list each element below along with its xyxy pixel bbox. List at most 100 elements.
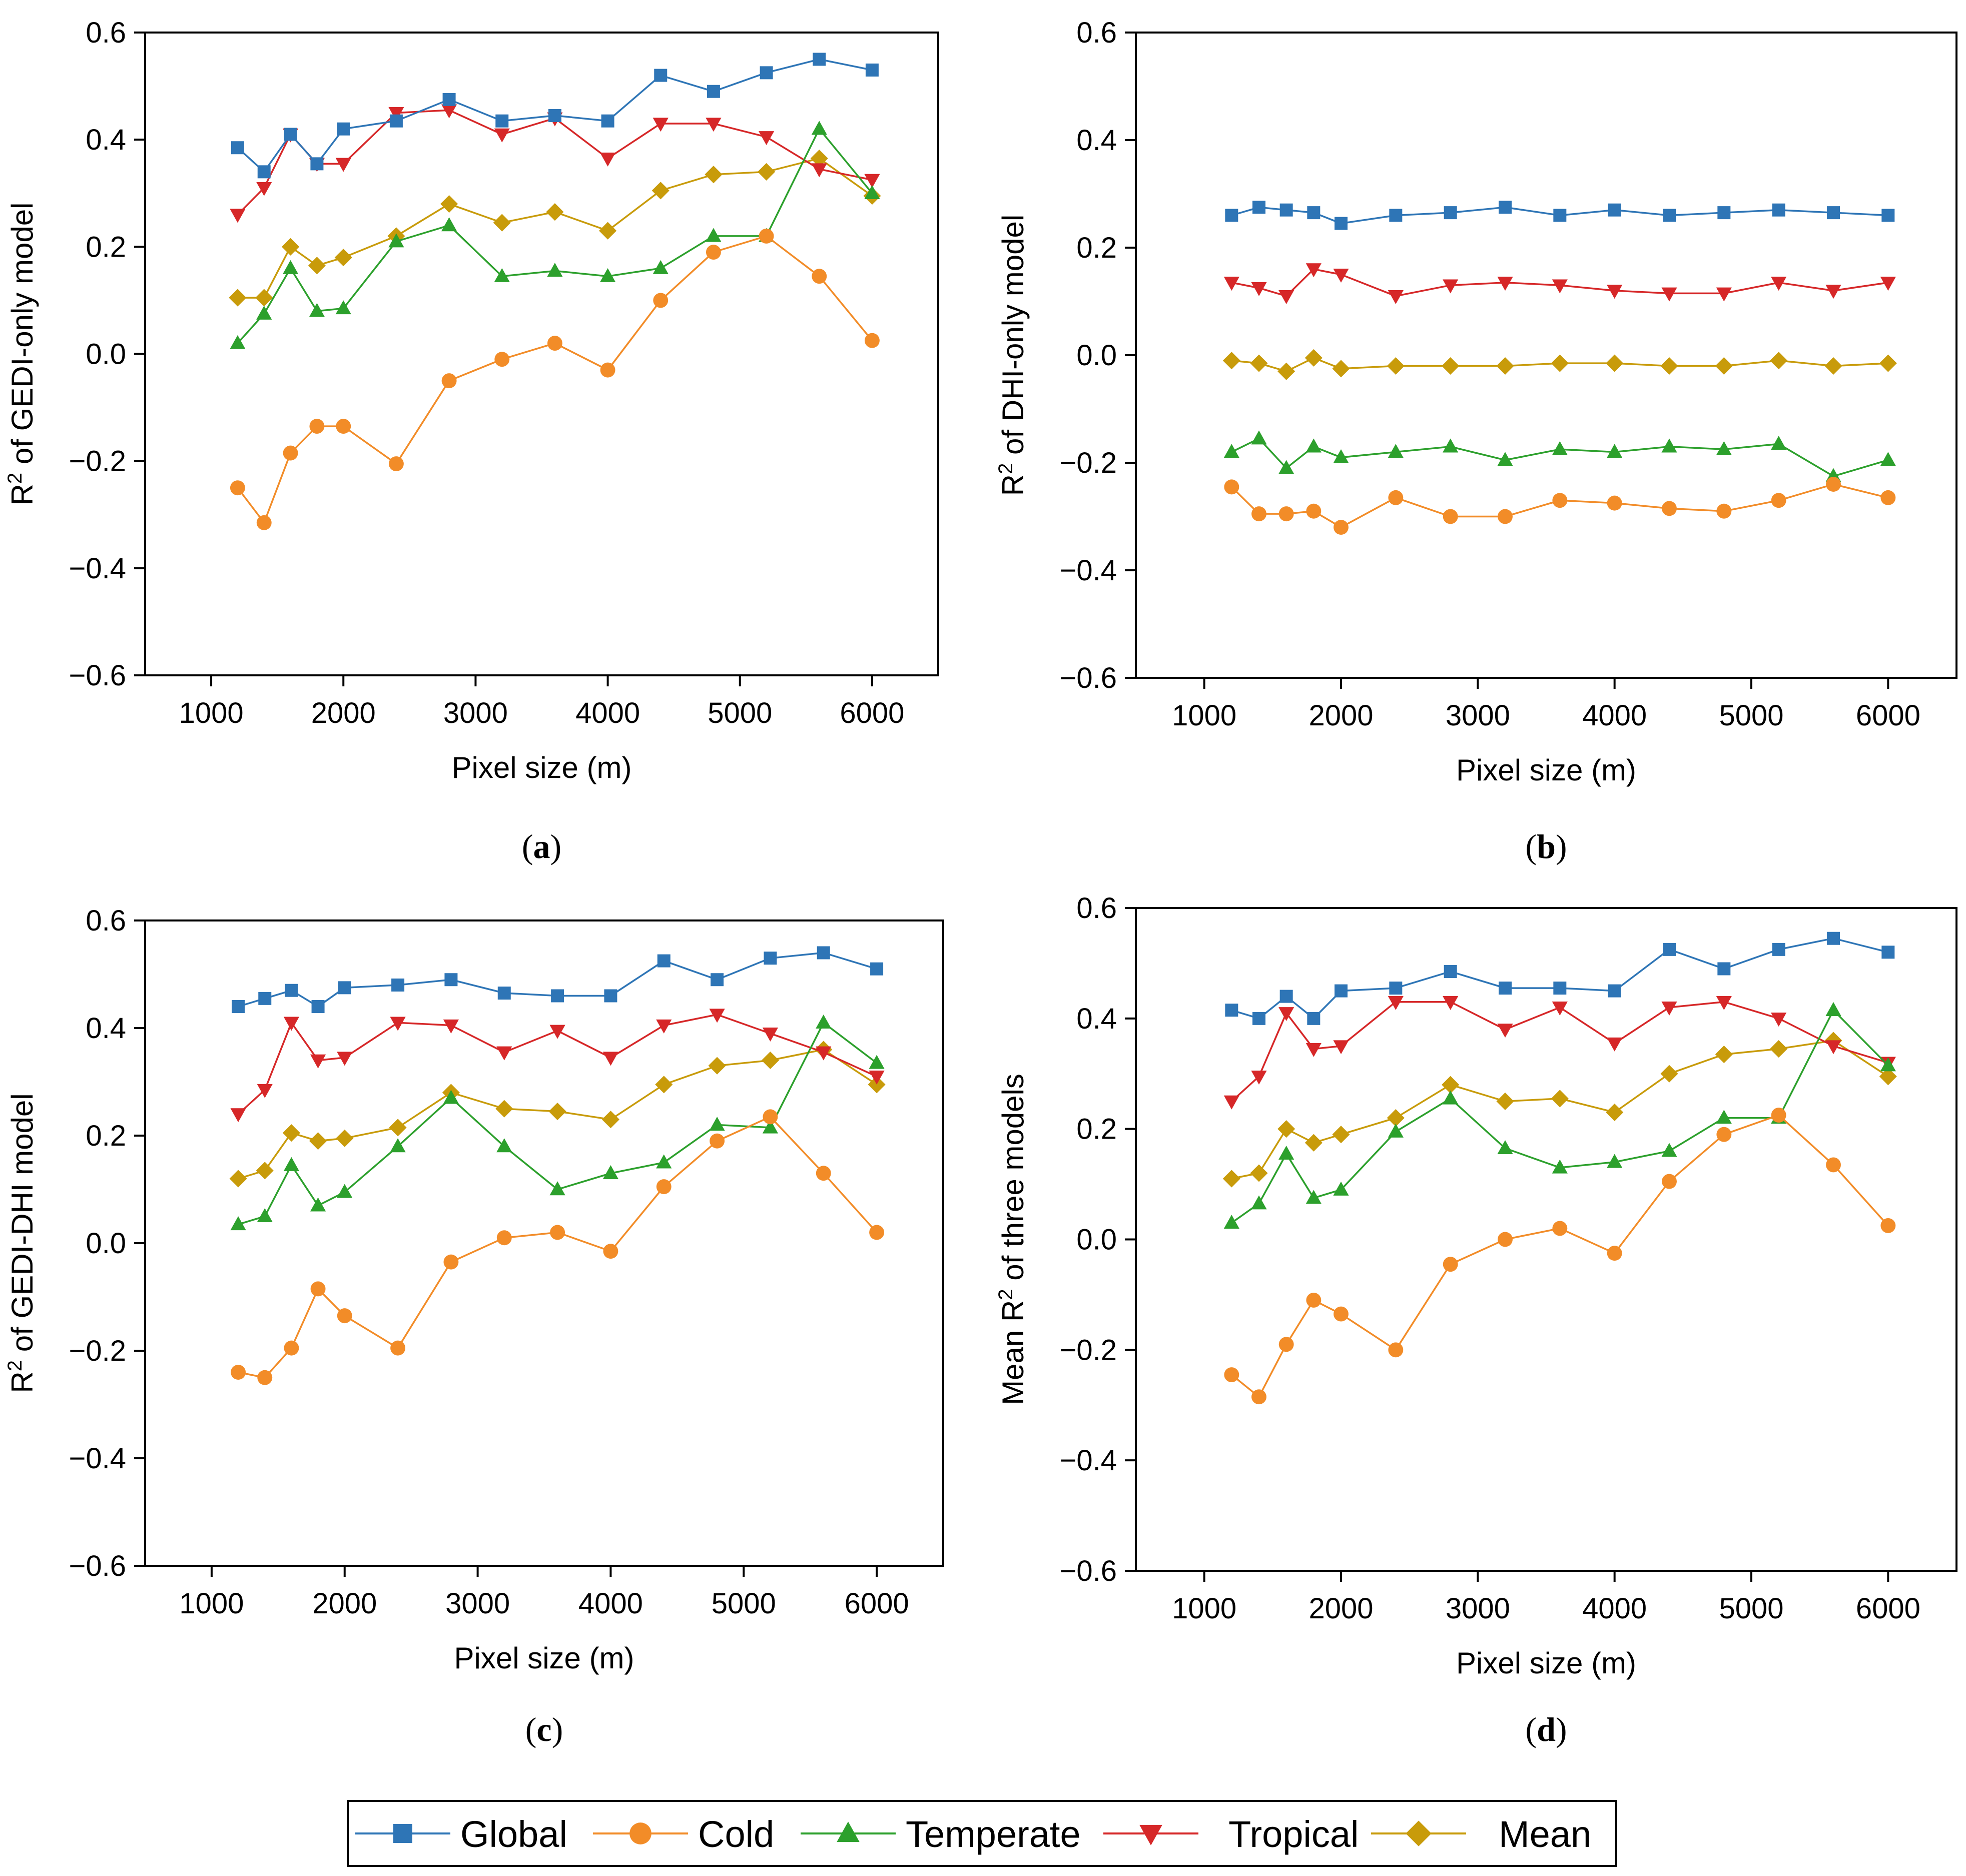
data-point [1498,509,1513,524]
y-tick-label: −0.6 [69,659,127,692]
data-point [656,1154,672,1169]
data-point [1388,996,1404,1010]
data-point [1388,490,1404,505]
data-point [1824,357,1842,375]
data-point [1443,996,1459,1010]
data-point [1606,354,1624,372]
series-global [1225,201,1895,230]
data-point [1333,269,1349,283]
series-cold [1224,1108,1896,1405]
series-cold [231,1109,885,1385]
data-point [1251,506,1266,522]
data-point [1717,206,1731,220]
x-tick-label: 4000 [1582,699,1647,732]
x-tick-label: 5000 [1719,699,1783,732]
data-point [494,352,510,367]
y-tick-label: 0.4 [1076,1003,1117,1035]
data-point [1662,1174,1677,1189]
data-point [1333,1040,1349,1055]
data-point [548,1103,566,1121]
data-point [602,1165,619,1179]
data-point [1551,1090,1569,1108]
data-point [709,1117,725,1131]
data-point [810,150,828,168]
y-tick-label: −0.4 [1060,554,1117,587]
data-point [337,1184,353,1198]
data-point [231,1365,246,1380]
data-point [603,1244,618,1259]
data-point [1772,203,1785,217]
data-point [1771,1108,1786,1123]
data-point [1334,1306,1349,1322]
x-tick-label: 5000 [1719,1592,1783,1625]
data-point [865,63,879,77]
data-point [338,981,351,995]
data-point [1389,982,1403,995]
data-point [230,480,245,496]
data-point [1278,460,1294,474]
data-point [870,962,884,976]
legend-item-global: Global [355,1813,567,1855]
data-point [600,362,615,378]
data-point [1772,943,1785,956]
y-tick-label: 0.6 [86,17,126,49]
series-temperate [230,1015,885,1231]
data-point [443,1090,459,1104]
series-mean [229,1041,886,1188]
y-tick-label: −0.2 [1060,447,1117,479]
data-point [1305,1043,1322,1057]
data-point [1335,217,1348,230]
data-point [816,1015,832,1029]
data-point [763,1109,778,1125]
x-tick-label: 4000 [575,697,640,729]
data-point [1771,277,1787,291]
series-line [1231,1009,1889,1224]
data-point [256,305,272,320]
data-point [390,1138,406,1153]
legend: Global Cold Temperate Tropical Mean [347,1800,1617,1867]
data-point [1443,438,1459,453]
data-point [1662,501,1677,516]
data-point [816,1166,831,1181]
data-point [310,1197,326,1212]
data-point [760,66,773,80]
data-point [1880,277,1896,291]
data-point [284,1340,299,1356]
data-point [388,107,404,121]
legend-label: Temperate [906,1813,1081,1855]
data-point [309,1132,327,1150]
data-point [495,114,509,128]
x-tick-label: 1000 [179,697,244,729]
data-point [1306,503,1322,519]
data-point [256,182,272,196]
data-point [1607,1154,1623,1168]
data-point [706,118,722,132]
series-mean [229,150,881,307]
data-point [1606,1103,1624,1122]
data-point [1497,277,1513,291]
data-point [283,1017,300,1031]
data-point [442,93,456,106]
data-point [1660,357,1678,375]
data-point [1771,1013,1787,1027]
data-point [1223,1215,1239,1229]
data-point [1497,1140,1513,1155]
data-point [337,122,350,136]
x-tick-label: 2000 [1308,699,1373,732]
series-mean [1222,349,1897,380]
y-tick-label: −0.6 [69,1550,127,1582]
data-point [310,1281,326,1297]
data-point [705,166,723,184]
data-point [1389,209,1403,222]
y-tick-label: 0.6 [1076,892,1117,924]
data-point [1443,279,1459,294]
panel-label: (a) [522,827,561,865]
data-point [388,456,404,471]
data-point [308,257,326,275]
data-point [816,1046,832,1061]
series-line [1231,1040,1889,1180]
y-tick-label: 0.0 [86,338,126,371]
series-tropical [230,1009,885,1123]
data-point [1332,1126,1350,1144]
data-point [1442,357,1460,375]
